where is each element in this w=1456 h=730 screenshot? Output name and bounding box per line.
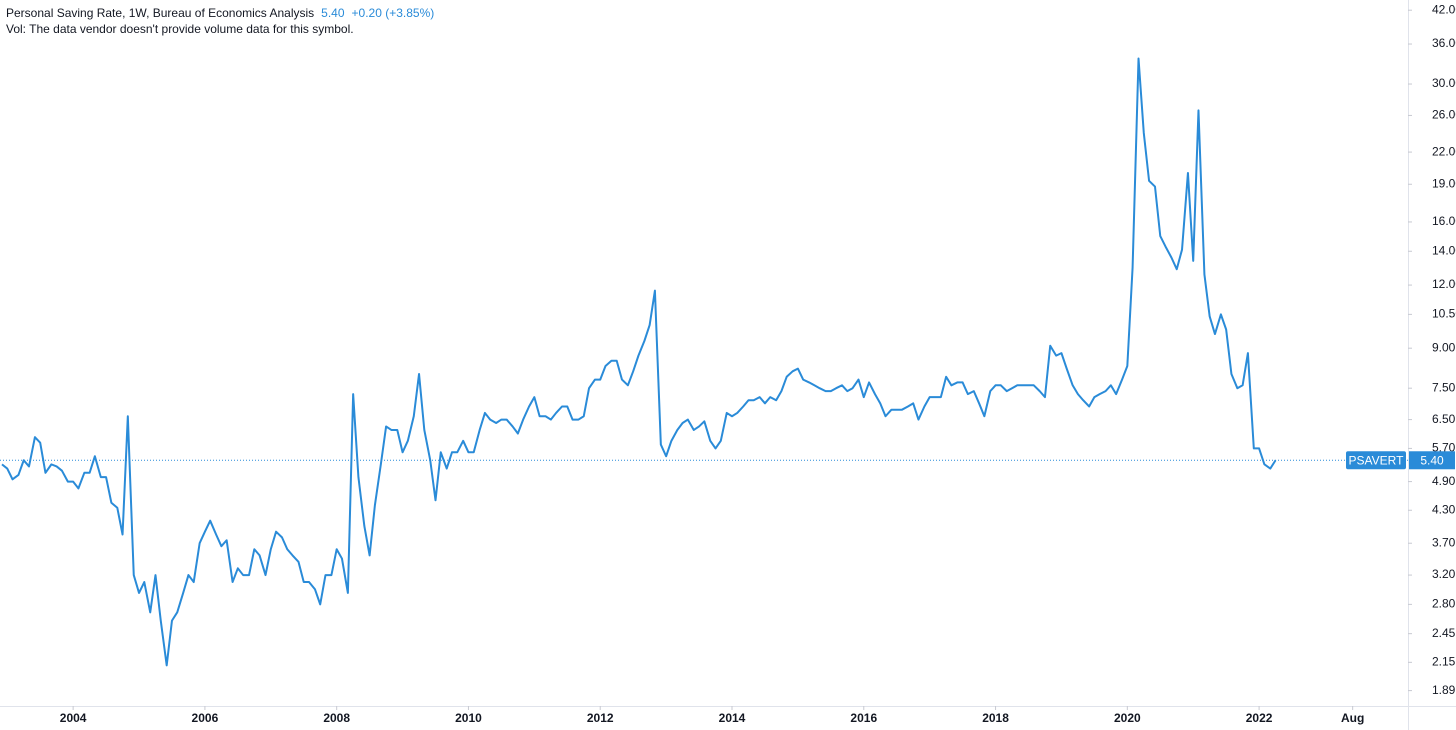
y-tick-label: 3.70 [1432,535,1456,549]
x-tick-label: 2020 [1114,711,1141,725]
y-tick-label: 22.00 [1432,144,1456,158]
x-tick-label: 2008 [323,711,350,725]
x-tick-label: 2018 [982,711,1009,725]
x-tick-label: 2004 [60,711,87,725]
y-tick-label: 5.70 [1432,441,1456,455]
chart-title: Personal Saving Rate, 1W, Bureau of Econ… [6,6,314,20]
y-tick-label: 2.45 [1432,626,1456,640]
symbol-label: PSAVERT [1349,453,1405,467]
price-badge-label: 5.40 [1420,453,1444,467]
x-tick-label: 2012 [587,711,614,725]
y-tick-label: 7.50 [1432,380,1456,394]
legend: Personal Saving Rate, 1W, Bureau of Econ… [6,6,434,36]
change-label: +0.20 (+3.85%) [352,6,435,20]
y-tick-label: 36.00 [1432,36,1456,50]
y-tick-label: 6.50 [1432,412,1456,426]
price-badge [1409,451,1455,470]
y-tick-label: 2.80 [1432,597,1456,611]
x-tick-label: 2006 [192,711,219,725]
x-tick-label: 2010 [455,711,482,725]
y-tick-label: 1.89 [1432,683,1456,697]
y-tick-label: 42.00 [1432,2,1456,16]
x-tick-label: 2014 [719,711,746,725]
y-tick-label: 9.00 [1432,340,1456,354]
y-tick-label: 3.20 [1432,567,1456,581]
y-tick-label: 2.15 [1432,654,1456,668]
y-tick-label: 4.90 [1432,474,1456,488]
y-tick-label: 4.30 [1432,502,1456,516]
y-tick-label: 16.00 [1432,214,1456,228]
y-tick-label: 30.00 [1432,76,1456,90]
series-line [1,57,1277,667]
y-tick-label: 26.00 [1432,108,1456,122]
x-tick-label: Aug [1341,711,1364,725]
volume-note: Vol: The data vendor doesn't provide vol… [6,22,354,36]
y-tick-label: 19.00 [1432,176,1456,190]
y-tick-label: 12.00 [1432,277,1456,291]
symbol-badge [1346,451,1406,470]
y-tick-label: 14.00 [1432,243,1456,257]
x-tick-label: 2016 [850,711,877,725]
x-tick-label: 2022 [1246,711,1273,725]
y-tick-label: 10.50 [1432,307,1456,321]
price-label: 5.40 [321,6,345,20]
